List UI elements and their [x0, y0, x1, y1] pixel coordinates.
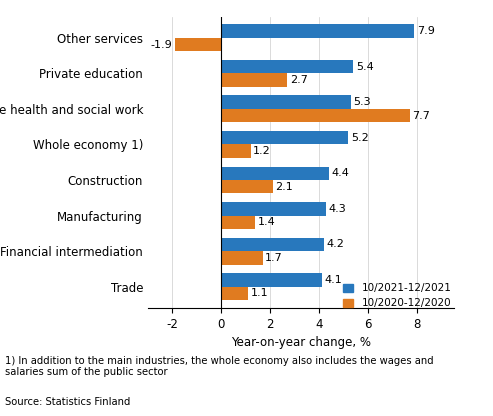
Bar [221, 96, 351, 109]
Text: 5.2: 5.2 [351, 133, 369, 143]
Bar [221, 25, 415, 38]
Bar [221, 166, 329, 180]
Bar [221, 144, 250, 158]
Text: 1.7: 1.7 [265, 253, 283, 263]
Text: -1.9: -1.9 [150, 40, 173, 50]
Text: 1.1: 1.1 [250, 288, 268, 298]
Bar [221, 273, 321, 287]
Bar [221, 74, 287, 87]
Text: Source: Statistics Finland: Source: Statistics Finland [5, 397, 130, 407]
Text: 4.1: 4.1 [324, 275, 342, 285]
Bar [221, 251, 263, 265]
Bar [221, 215, 255, 229]
Text: 1) In addition to the main industries, the whole economy also includes the wages: 1) In addition to the main industries, t… [5, 356, 433, 377]
Bar [221, 238, 324, 251]
X-axis label: Year-on-year change, %: Year-on-year change, % [231, 336, 371, 349]
Legend: 10/2021-12/2021, 10/2020-12/2020: 10/2021-12/2021, 10/2020-12/2020 [343, 283, 452, 308]
Text: 4.3: 4.3 [329, 204, 347, 214]
Bar [221, 60, 353, 74]
Bar [221, 180, 273, 193]
Text: 1.2: 1.2 [253, 146, 271, 156]
Text: 1.4: 1.4 [258, 217, 276, 227]
Text: 2.7: 2.7 [290, 75, 308, 85]
Bar [221, 109, 410, 122]
Text: 7.7: 7.7 [412, 111, 430, 121]
Bar [221, 287, 248, 300]
Text: 4.2: 4.2 [326, 239, 344, 249]
Text: 7.9: 7.9 [417, 26, 435, 36]
Bar [175, 38, 221, 52]
Bar [221, 202, 326, 215]
Text: 2.1: 2.1 [275, 182, 293, 192]
Bar [221, 131, 349, 144]
Text: 4.4: 4.4 [331, 168, 349, 178]
Text: 5.3: 5.3 [353, 97, 371, 107]
Text: 5.4: 5.4 [356, 62, 374, 72]
